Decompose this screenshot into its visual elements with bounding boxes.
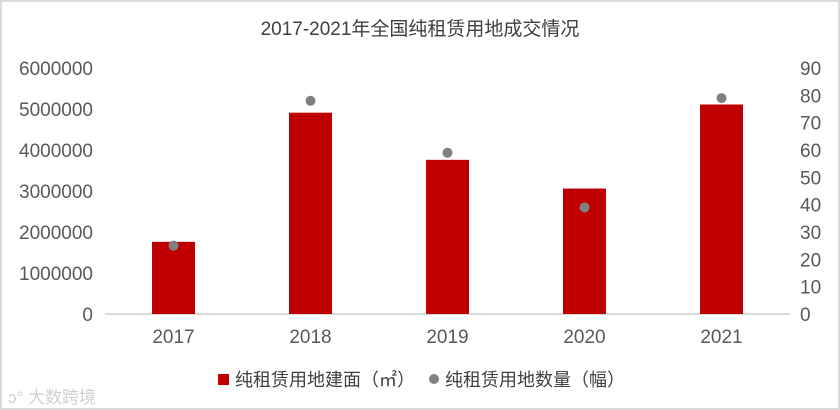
y-right-tick-label: 30 (800, 223, 821, 244)
x-tick-label: 2021 (700, 327, 742, 348)
y-right-tick-label: 50 (800, 168, 821, 189)
y-right-tick-label: 0 (800, 305, 811, 326)
x-tick-label: 2017 (152, 327, 194, 348)
y-right-tick-label: 60 (800, 141, 821, 162)
bar (289, 112, 332, 314)
y-right-tick-label: 10 (800, 278, 821, 299)
legend-bar-label: 纯租赁用地建面（㎡） (235, 370, 415, 390)
scatter-point (168, 240, 179, 251)
x-tick-label: 2019 (426, 327, 468, 348)
y-left-tick-label: 3000000 (19, 182, 93, 203)
y-right-tick-label: 90 (800, 59, 821, 80)
y-left-tick-label: 2000000 (19, 223, 93, 244)
scatter-point (716, 93, 727, 104)
y-left-tick-label: 6000000 (19, 59, 93, 80)
y-right-tick-label: 20 (800, 250, 821, 271)
legend-dot-label: 纯租赁用地数量（幅） (445, 370, 625, 390)
scatter-point (579, 202, 590, 213)
legend-bar-swatch (218, 373, 229, 385)
x-tick-label: 2020 (563, 327, 605, 348)
bar (426, 159, 469, 314)
y-right-tick-label: 80 (800, 86, 821, 107)
scatter-point (442, 147, 453, 158)
chart-title: 2017-2021年全国纯租赁用地成交情况 (260, 19, 580, 40)
y-left-tick-label: 5000000 (19, 100, 93, 121)
watermark-logo: ↄ° 大数跨境 (8, 388, 97, 407)
y-right-tick-label: 40 (800, 196, 821, 217)
y-right-tick-label: 70 (800, 114, 821, 135)
x-tick-label: 2018 (289, 327, 331, 348)
bar (152, 241, 195, 314)
y-left-tick-label: 4000000 (19, 141, 93, 162)
y-left-tick-label: 1000000 (19, 264, 93, 285)
bar (700, 104, 743, 315)
legend-dot-swatch (429, 374, 439, 384)
y-left-tick-label: 0 (82, 305, 93, 326)
scatter-point (305, 95, 316, 106)
legend: 纯租赁用地建面（㎡） 纯租赁用地数量（幅） (218, 366, 625, 392)
